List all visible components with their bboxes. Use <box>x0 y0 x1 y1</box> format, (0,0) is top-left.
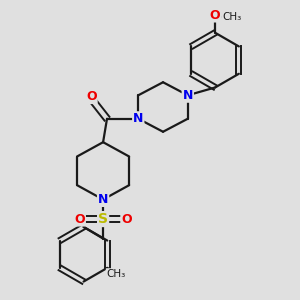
Text: S: S <box>98 212 108 226</box>
Text: CH₃: CH₃ <box>222 12 241 22</box>
Text: N: N <box>98 193 108 206</box>
Text: O: O <box>74 213 85 226</box>
Text: O: O <box>86 90 97 103</box>
Text: O: O <box>121 213 132 226</box>
Text: N: N <box>133 112 143 125</box>
Text: O: O <box>210 8 220 22</box>
Text: CH₃: CH₃ <box>106 269 126 279</box>
Text: N: N <box>183 89 193 102</box>
